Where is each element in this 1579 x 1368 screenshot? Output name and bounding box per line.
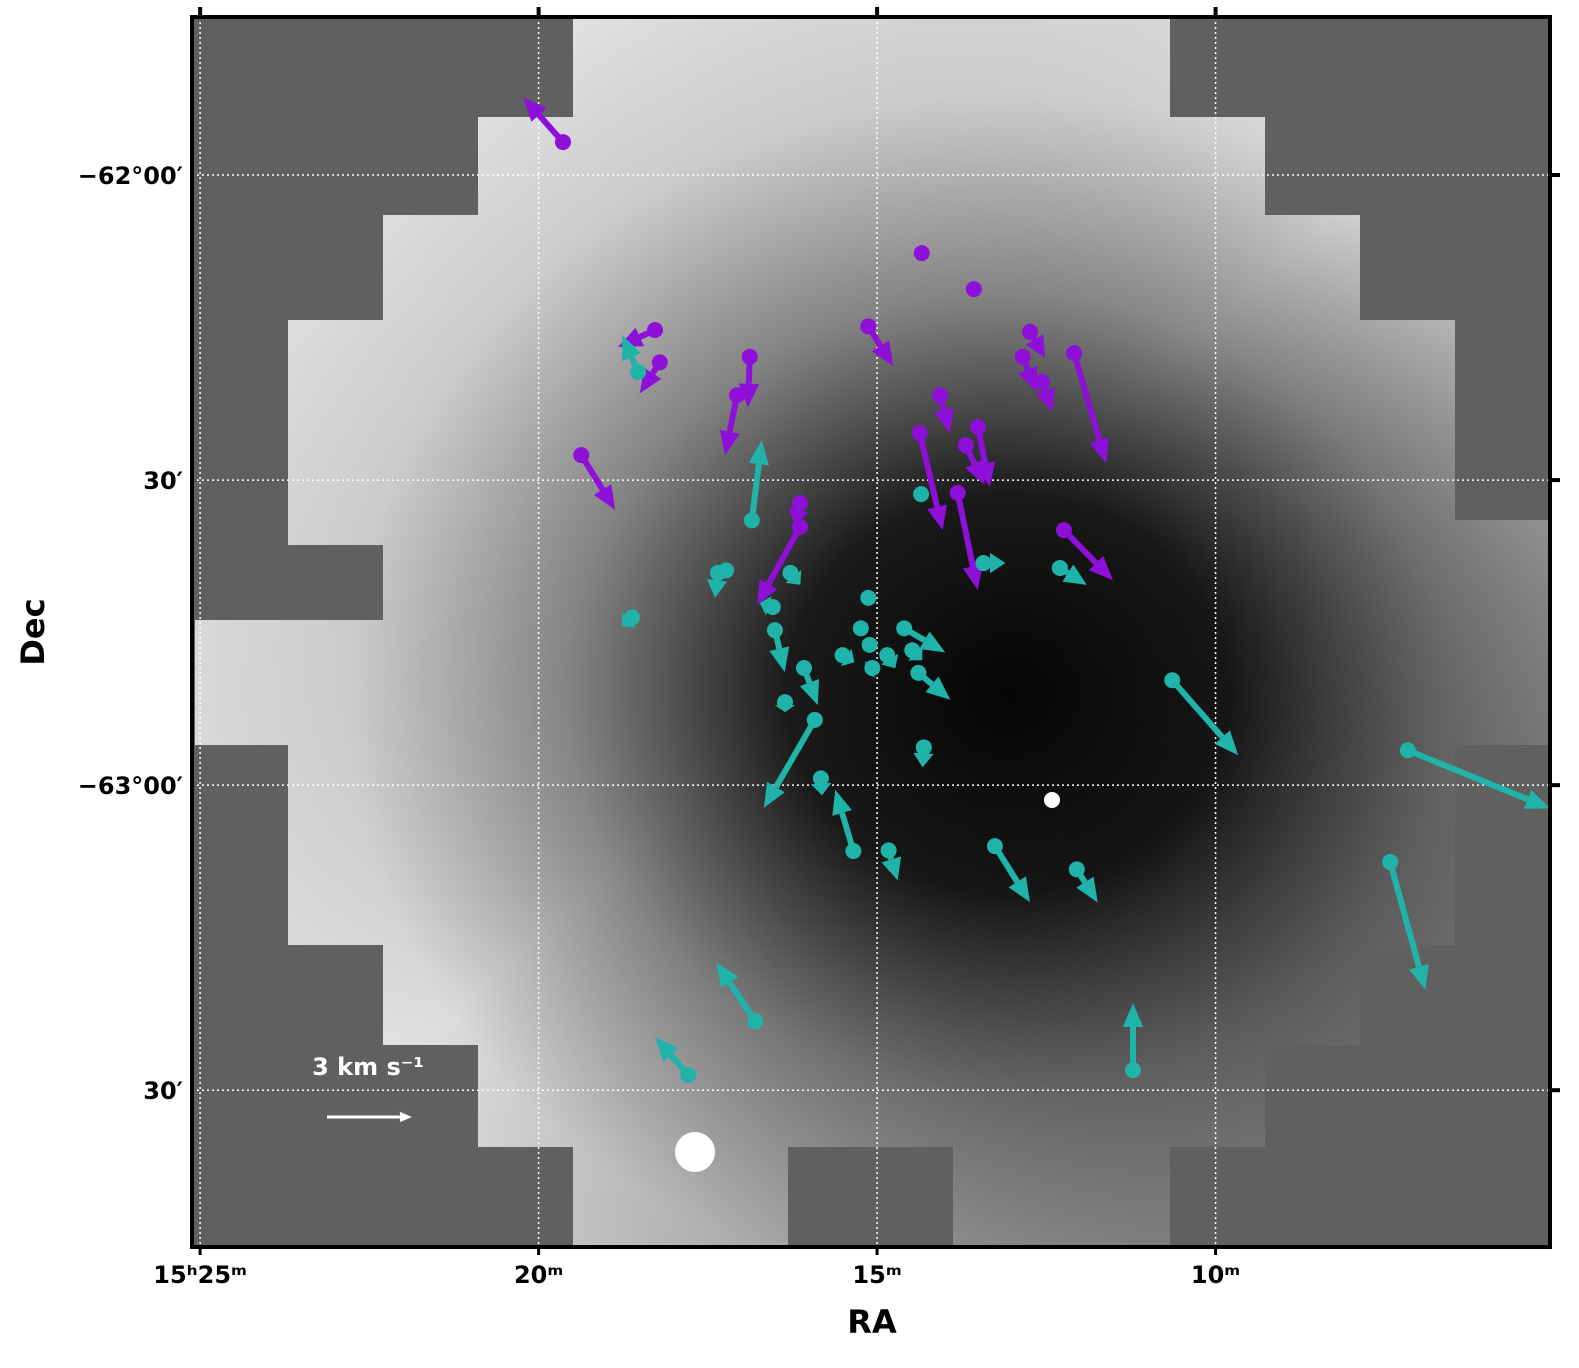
velocity-arrow — [1169, 678, 1239, 756]
star-position — [1034, 373, 1051, 390]
scale-arrow — [327, 1111, 412, 1123]
star-position — [795, 659, 812, 676]
star-position — [1055, 522, 1072, 539]
star-position — [764, 598, 781, 615]
star-position — [651, 354, 668, 371]
star-position — [969, 419, 986, 435]
star-position — [791, 495, 808, 512]
star-position — [1066, 345, 1083, 362]
star-position — [1164, 672, 1181, 689]
star-position — [957, 437, 974, 454]
star-position — [791, 519, 808, 536]
star-position — [913, 486, 930, 503]
star-position — [741, 348, 758, 365]
y-axis-label: Dec — [14, 598, 52, 665]
velocity-arrow — [763, 718, 818, 808]
star-position — [782, 564, 799, 581]
star-position — [913, 245, 930, 262]
star-position — [647, 321, 664, 338]
x-axis-label: RA — [847, 1303, 897, 1341]
star-position — [861, 636, 878, 653]
grid — [192, 17, 1550, 1247]
plot-frame — [190, 15, 1552, 1249]
star-position — [1022, 323, 1039, 340]
star-position — [1051, 559, 1068, 576]
star-position — [860, 589, 877, 606]
star-position — [880, 842, 897, 859]
star-position — [896, 620, 913, 637]
x-tick-label: 15ᵐ — [852, 1261, 901, 1289]
star-position — [777, 694, 794, 711]
star-position — [1014, 348, 1031, 365]
star-position — [743, 512, 760, 529]
star-position — [624, 609, 641, 626]
star-position — [911, 425, 928, 442]
star-position — [554, 134, 571, 151]
velocity-arrow — [1071, 352, 1110, 464]
x-tick-label: 20ᵐ — [514, 1261, 563, 1289]
x-tick-label: 15ʰ25ᵐ — [153, 1261, 247, 1289]
star-position — [879, 647, 896, 664]
star-position — [1068, 861, 1085, 878]
star-position — [812, 770, 829, 787]
star-position — [845, 843, 862, 860]
velocity-arrow — [954, 492, 983, 590]
velocity-arrow — [916, 432, 948, 531]
star-position — [1382, 854, 1399, 871]
y-tick-label: −62°00′ — [78, 162, 183, 190]
star-position — [864, 659, 881, 676]
star-position — [630, 364, 647, 381]
star-position — [932, 387, 949, 404]
star-position — [728, 387, 745, 404]
star-position — [718, 562, 735, 579]
y-tick-label: −63°00′ — [78, 772, 183, 800]
star-position — [949, 484, 966, 501]
star-position — [860, 318, 877, 335]
star-position — [573, 447, 590, 464]
velocity-arrow — [756, 525, 803, 606]
velocity-arrow — [748, 440, 769, 521]
star-position — [975, 555, 992, 572]
ticks: 15ʰ25ᵐ 20ᵐ 15ᵐ 10ᵐ −62°00′ 30′ −63°00′ 30′ — [78, 7, 1560, 1289]
y-tick-label: 30′ — [143, 467, 183, 495]
star-position — [680, 1066, 697, 1083]
star-position — [1124, 1062, 1141, 1079]
star-position — [910, 664, 927, 681]
star-position — [766, 622, 783, 639]
scale-label: 3 km s⁻¹ — [312, 1053, 424, 1081]
star-position — [852, 620, 869, 637]
star-position — [904, 642, 921, 659]
y-tick-label: 30′ — [143, 1077, 183, 1105]
velocity-arrow — [1406, 747, 1550, 809]
star-position — [747, 1013, 764, 1030]
velocity-arrow — [1387, 861, 1429, 990]
sky-image — [192, 17, 1550, 1247]
star-position — [915, 739, 932, 756]
star-position — [806, 711, 823, 728]
star-position — [834, 647, 851, 664]
star-position — [965, 281, 982, 298]
vectors — [523, 97, 1550, 1083]
star-position — [1399, 742, 1416, 759]
star-position — [986, 838, 1003, 855]
x-tick-label: 10ᵐ — [1191, 1261, 1240, 1289]
